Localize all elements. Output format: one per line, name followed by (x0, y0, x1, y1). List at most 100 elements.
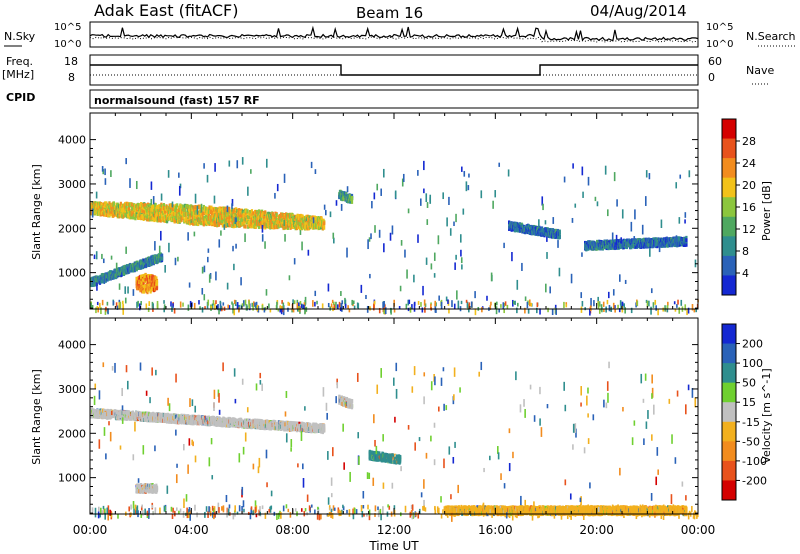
scatter-cell (193, 212, 196, 217)
scatter-cell (105, 213, 109, 218)
scatter-cell (305, 222, 308, 227)
scatter-cell (657, 308, 659, 316)
scatter-cell (580, 292, 583, 299)
scatter-cell (107, 213, 110, 218)
scatter-cell (684, 242, 687, 247)
scatter-cell (378, 307, 381, 314)
scatter-cell (330, 303, 333, 308)
scatter-cell (210, 306, 213, 310)
scatter-cell (143, 203, 147, 208)
scatter-cell (240, 214, 243, 219)
scatter-cell (149, 203, 152, 208)
scatter-cell (274, 211, 277, 216)
scatter-cell (148, 275, 152, 280)
scatter-cell (631, 238, 634, 243)
scatter-cell (512, 299, 514, 307)
nave-tick-high: 60 (708, 55, 722, 68)
scatter-cell (314, 216, 318, 221)
scatter-cell (269, 225, 272, 230)
scatter-cell (296, 213, 299, 218)
scatter-cell (128, 207, 131, 212)
scatter-cell (250, 217, 254, 222)
scatter-cell (210, 215, 213, 220)
scatter-cell (124, 286, 127, 294)
scatter-cell (172, 204, 175, 209)
scatter-cell (209, 273, 212, 279)
scatter-cell (132, 262, 135, 267)
scatter-cell (148, 285, 151, 290)
scatter-cell (245, 210, 248, 215)
scatter-cell (112, 201, 115, 206)
scatter-cell (106, 277, 109, 282)
scatter-cell (152, 303, 154, 310)
scatter-cell (262, 211, 265, 216)
scatter-cell (233, 308, 236, 316)
scatter-cell (650, 306, 652, 315)
scatter-cell (571, 217, 574, 223)
scatter-cell (159, 214, 162, 219)
scatter-cell (101, 166, 104, 172)
scatter-cell (502, 302, 505, 310)
scatter-cell (178, 172, 180, 178)
scatter-cell (116, 208, 119, 213)
scatter-cell (350, 193, 354, 198)
scatter-cell (331, 299, 334, 304)
scatter-cell (423, 160, 425, 171)
scatter-cell (214, 303, 216, 311)
scatter-cell (130, 215, 133, 220)
scatter-cell (110, 206, 113, 211)
scatter-cell (207, 248, 210, 253)
scatter-cell (211, 215, 214, 220)
scatter-cell (457, 300, 460, 310)
scatter-cell (468, 173, 470, 178)
scatter-cell (95, 191, 98, 199)
scatter-cell (226, 223, 229, 228)
scatter-cell (216, 222, 219, 227)
scatter-cell (188, 210, 191, 215)
scatter-cell (314, 301, 316, 307)
scatter-cell (106, 203, 109, 208)
scatter-cell (226, 205, 229, 213)
scatter-cell (115, 302, 118, 308)
scatter-cell (187, 232, 189, 241)
scatter-cell (152, 196, 155, 205)
scatter-cell (546, 236, 548, 242)
scatter-cell (467, 185, 470, 191)
scatter-cell (547, 307, 549, 313)
scatter-cell (516, 279, 519, 290)
scatter-cell (201, 287, 204, 295)
scatter-cell (148, 212, 152, 217)
scatter-cell (223, 224, 226, 230)
scatter-cell (511, 227, 514, 232)
scatter-cell (294, 222, 297, 227)
scatter-cell (214, 213, 217, 218)
scatter-cell (648, 173, 651, 180)
scatter-cell (639, 238, 642, 243)
scatter-cell (139, 281, 142, 286)
scatter-cell (207, 299, 210, 306)
scatter-cell (252, 222, 255, 227)
scatter-cell (280, 218, 283, 223)
scatter-cell (193, 217, 197, 222)
scatter-cell (265, 158, 268, 168)
scatter-cell (680, 299, 683, 306)
scatter-cell (511, 252, 513, 262)
scatter-cell (503, 308, 505, 314)
scatter-cell (380, 188, 382, 196)
scatter-cell (245, 304, 248, 311)
scatter-cell (138, 205, 141, 210)
scatter-cell (94, 201, 97, 206)
scatter-cell (217, 208, 221, 213)
scatter-cell (200, 221, 203, 226)
scatter-cell (188, 204, 191, 209)
scatter-cell (163, 304, 166, 310)
scatter-cell (300, 217, 303, 222)
scatter-cell (155, 281, 159, 286)
scatter-cell (584, 240, 587, 245)
scatter-cell (155, 286, 159, 291)
scatter-cell (293, 300, 296, 305)
scatter-cell (159, 218, 162, 223)
scatter-cell (270, 218, 273, 223)
scatter-cell (119, 204, 122, 209)
scatter-cell (188, 215, 191, 220)
